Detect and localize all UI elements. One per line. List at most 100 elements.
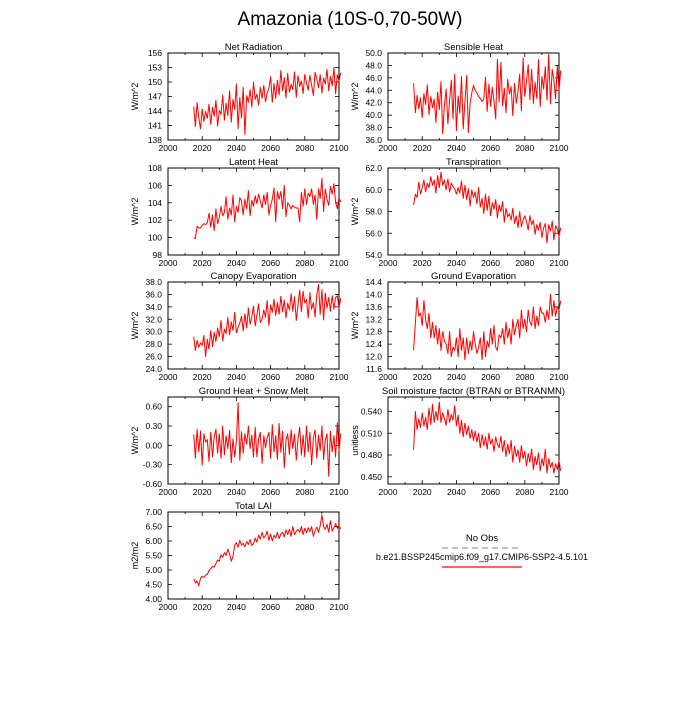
chart-panel: Soil moisture factor (BTRAN or BTRANMN) u… (350, 386, 569, 497)
x-tick-label: 2060 (261, 143, 280, 153)
y-tick-label: 60.0 (365, 185, 382, 195)
y-axis-label: W/m^2 (130, 198, 140, 226)
y-axis-label: W/m^2 (350, 83, 360, 111)
x-tick-label: 2020 (413, 258, 432, 268)
x-tick-label: 2040 (227, 372, 246, 382)
x-tick-label: 2020 (413, 487, 432, 497)
x-tick-label: 2020 (193, 602, 212, 612)
chart-panel: Sensible Heat W/m^2 2000 2020 2040 2060 2080 21… (350, 42, 569, 153)
series-line (193, 177, 342, 239)
x-tick-label: 2020 (193, 258, 212, 268)
panel-title: Ground Evaporation (431, 271, 516, 282)
x-tick-label: 2040 (227, 487, 246, 497)
y-axis-label: m2/m2 (130, 542, 140, 570)
y-axis-label: W/m^2 (350, 198, 360, 226)
y-tick-label: 56.0 (365, 228, 382, 238)
y-tick-label: 108 (148, 163, 162, 173)
plot-frame (167, 52, 340, 141)
legend-obs-label: No Obs (466, 533, 498, 544)
y-tick-label: 0.480 (361, 450, 383, 460)
x-tick-label: 2060 (261, 487, 280, 497)
y-tick-label: 13.6 (365, 302, 382, 312)
x-tick-label: 2040 (447, 487, 466, 497)
series-line (413, 401, 562, 474)
y-tick-label: 98 (153, 250, 163, 260)
x-tick-label: 2100 (330, 143, 349, 153)
x-tick-label: 2080 (295, 372, 314, 382)
plot-frame (167, 281, 340, 370)
legend: No Obs b.e21.BSSP245cmip6.f09_g17.CMIP6-S… (376, 533, 588, 568)
y-tick-label: 144 (148, 106, 162, 116)
legend-model-label: b.e21.BSSP245cmip6.f09_g17.CMIP6-SSP2-4.… (376, 552, 588, 562)
plot-frame (167, 167, 340, 256)
x-tick-label: 2100 (550, 143, 569, 153)
x-tick-label: 2040 (227, 143, 246, 153)
y-tick-label: 12.4 (365, 339, 382, 349)
y-tick-label: 26.0 (145, 352, 162, 362)
series-line (193, 402, 342, 477)
x-tick-label: 2040 (227, 602, 246, 612)
y-tick-label: -0.60 (143, 479, 163, 489)
y-tick-label: 0.450 (361, 472, 383, 482)
y-tick-label: 38.0 (365, 123, 382, 133)
y-tick-label: 5.00 (145, 565, 162, 575)
plot-frame (387, 167, 560, 256)
y-tick-label: 6.50 (145, 522, 162, 532)
series-line (193, 284, 342, 358)
x-tick-label: 2060 (261, 602, 280, 612)
x-tick-label: 2060 (481, 372, 500, 382)
panel-title: Net Radiation (225, 42, 283, 53)
x-tick-label: 2100 (550, 258, 569, 268)
panel-title: Sensible Heat (444, 42, 504, 53)
y-tick-label: 24.0 (145, 364, 162, 374)
y-tick-label: 156 (148, 48, 162, 58)
y-tick-label: 40.0 (365, 110, 382, 120)
series-line (413, 293, 562, 361)
x-tick-label: 2080 (515, 143, 534, 153)
y-tick-label: 34.0 (145, 302, 162, 312)
x-tick-label: 2000 (159, 487, 178, 497)
plot-frame (167, 511, 340, 600)
x-tick-label: 2020 (193, 372, 212, 382)
y-tick-label: 48.0 (365, 60, 382, 70)
y-tick-label: 150 (148, 77, 162, 87)
panel-title: Soil moisture factor (BTRAN or BTRANMN) (382, 386, 565, 397)
x-tick-label: 2020 (413, 372, 432, 382)
x-tick-label: 2080 (295, 258, 314, 268)
y-tick-label: 11.6 (366, 364, 382, 374)
x-tick-label: 2040 (447, 143, 466, 153)
y-tick-label: 50.0 (365, 48, 382, 58)
plot-frame (387, 281, 560, 370)
chart-panel: Net Radiation W/m^2 2000 2020 2040 2060 2080 21… (130, 42, 349, 153)
x-tick-label: 2040 (447, 372, 466, 382)
y-axis-label: W/m^2 (130, 312, 140, 340)
chart-panel: Ground Heat + Snow Melt W/m^2 2000 2020 2040… (130, 386, 349, 497)
chart-panel: Latent Heat W/m^2 2000 2020 2040 2060 2080 2100… (130, 157, 349, 268)
x-tick-label: 2060 (261, 258, 280, 268)
y-tick-label: 32.0 (145, 314, 162, 324)
y-tick-label: 62.0 (365, 163, 382, 173)
x-tick-label: 2020 (413, 143, 432, 153)
y-tick-label: 4.50 (145, 580, 162, 590)
x-tick-label: 2000 (159, 143, 178, 153)
y-tick-label: 46.0 (365, 73, 382, 83)
y-tick-label: 14.0 (365, 289, 382, 299)
x-tick-label: 2000 (379, 143, 398, 153)
x-tick-label: 2040 (227, 258, 246, 268)
chart-panel: Ground Evaporation W/m^2 2000 2020 2040 2060 2… (350, 271, 569, 382)
x-tick-label: 2060 (481, 258, 500, 268)
x-tick-label: 2000 (159, 372, 178, 382)
y-tick-label: 12.0 (365, 352, 382, 362)
y-tick-label: 102 (148, 215, 162, 225)
chart-panel: Transpiration W/m^2 2000 2020 2040 2060 2080 21… (350, 157, 569, 268)
chart-panel: Canopy Evaporation W/m^2 2000 2020 2040 2060 2… (130, 271, 349, 382)
panel-title: Latent Heat (229, 157, 278, 168)
y-axis-label: W/m^2 (350, 312, 360, 340)
y-tick-label: 138 (148, 135, 162, 145)
x-tick-label: 2100 (330, 602, 349, 612)
x-tick-label: 2000 (379, 372, 398, 382)
figure-title: Amazonia (10S-0,70-50W) (237, 9, 463, 30)
x-tick-label: 2000 (379, 258, 398, 268)
